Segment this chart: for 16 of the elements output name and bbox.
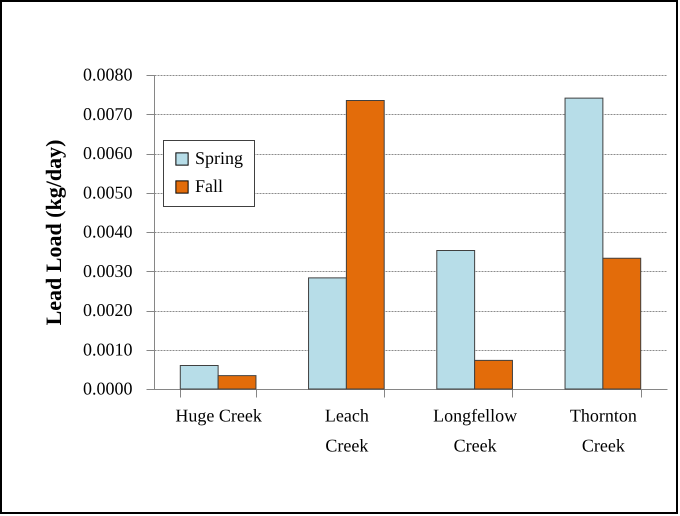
y-tick-label: 0.0030 xyxy=(83,260,132,281)
y-tick-label: 0.0050 xyxy=(83,182,132,202)
x-tick-label: Huge Creek xyxy=(175,406,262,426)
y-tick-label: 0.0040 xyxy=(83,222,132,242)
y-tick-label: 0.0000 xyxy=(83,378,132,398)
x-tick-label: Thornton Creek xyxy=(570,406,637,456)
y-tick-label: 0.0020 xyxy=(83,300,132,320)
legend-label: Fall xyxy=(195,176,224,196)
x-tick-label: Leach Creek xyxy=(324,406,369,456)
y-axis-title: Lead Load (kg/day) xyxy=(41,140,66,326)
x-tick-label: Longfellow Creek xyxy=(433,406,518,456)
y-tick-label: 0.0070 xyxy=(83,104,132,124)
y-tick-label: 0.0080 xyxy=(83,64,132,84)
legend-label: Spring xyxy=(195,148,244,168)
y-tick-label: 0.0060 xyxy=(83,143,132,163)
y-tick-label: 0.0010 xyxy=(83,339,132,360)
